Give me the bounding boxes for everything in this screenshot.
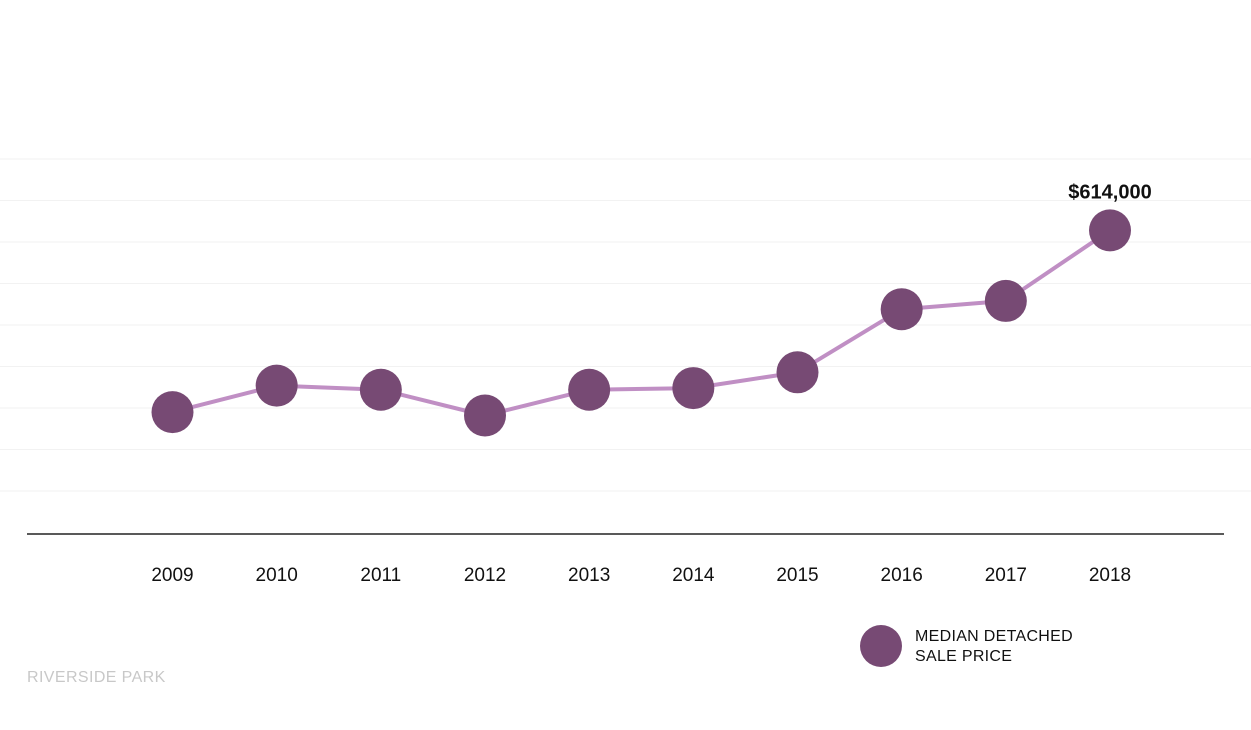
data-point-2015	[776, 351, 819, 394]
x-tick-label-2017: 2017	[985, 565, 1027, 586]
data-point-2018	[1089, 209, 1131, 252]
x-tick-label-2015: 2015	[776, 565, 818, 586]
x-tick-label-2011: 2011	[360, 565, 401, 586]
data-point-2016	[880, 288, 923, 331]
data-point-2014	[672, 367, 715, 410]
series-median-detached-sale-price	[151, 209, 1131, 437]
gridlines	[0, 158, 1251, 492]
x-tick-label-2010: 2010	[256, 565, 298, 586]
x-tick-label-2018: 2018	[1089, 565, 1131, 586]
x-tick-label-2009: 2009	[151, 565, 193, 586]
legend-marker	[860, 625, 902, 667]
data-point-2009	[151, 391, 194, 434]
x-tick-label-2016: 2016	[881, 565, 923, 586]
data-point-2013	[568, 368, 611, 411]
neighborhood-label: RIVERSIDE PARK	[27, 669, 166, 686]
series-line	[172, 228, 1112, 418]
legend-label-line1: MEDIAN DETACHED	[915, 628, 1073, 645]
x-tick-label-2013: 2013	[568, 565, 610, 586]
x-tick-label-2012: 2012	[464, 565, 506, 586]
data-point-2017	[984, 279, 1027, 322]
data-point-2012	[464, 394, 506, 437]
data-point-2010	[255, 364, 298, 407]
data-labels: $614,000	[1068, 181, 1151, 203]
legend-label: MEDIAN DETACHED SALE PRICE	[915, 627, 1073, 667]
data-label-2018: $614,000	[1068, 181, 1151, 203]
x-axis-tick-labels: 2009 2010 2011 2012 2013 2014 2015 2016 2017 2018	[151, 565, 1131, 586]
data-point-2011	[359, 368, 402, 411]
x-tick-label-2014: 2014	[672, 565, 715, 586]
legend-label-line2: SALE PRICE	[915, 648, 1013, 665]
